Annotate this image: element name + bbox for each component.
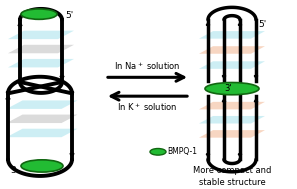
Polygon shape: [254, 99, 258, 102]
Polygon shape: [206, 23, 210, 25]
Polygon shape: [18, 23, 22, 26]
Text: 3': 3': [224, 84, 232, 93]
Polygon shape: [7, 129, 78, 137]
Text: In K$^+$ solution: In K$^+$ solution: [117, 101, 178, 113]
Text: More compact and
stable structure: More compact and stable structure: [193, 166, 271, 187]
Polygon shape: [206, 154, 210, 156]
Polygon shape: [199, 130, 265, 138]
Polygon shape: [8, 59, 74, 67]
Polygon shape: [6, 96, 10, 99]
Polygon shape: [7, 115, 78, 123]
Polygon shape: [199, 31, 265, 39]
Polygon shape: [7, 100, 78, 109]
Polygon shape: [70, 153, 74, 156]
Text: 3: 3: [10, 167, 16, 176]
Polygon shape: [199, 116, 265, 124]
Polygon shape: [222, 76, 226, 78]
Polygon shape: [199, 61, 265, 69]
Text: 5': 5': [65, 11, 73, 20]
Polygon shape: [238, 154, 242, 156]
Polygon shape: [199, 46, 265, 54]
Polygon shape: [199, 102, 265, 109]
Ellipse shape: [21, 160, 63, 172]
Polygon shape: [222, 99, 226, 102]
Polygon shape: [8, 31, 74, 39]
Polygon shape: [8, 45, 74, 53]
Polygon shape: [238, 23, 242, 25]
Polygon shape: [60, 76, 64, 79]
Text: BMPQ-1: BMPQ-1: [167, 147, 197, 156]
Text: 5': 5': [258, 20, 266, 29]
Ellipse shape: [205, 83, 259, 95]
Ellipse shape: [21, 9, 57, 19]
Polygon shape: [254, 76, 258, 78]
Text: In Na$^+$ solution: In Na$^+$ solution: [114, 60, 181, 72]
Ellipse shape: [150, 149, 166, 155]
